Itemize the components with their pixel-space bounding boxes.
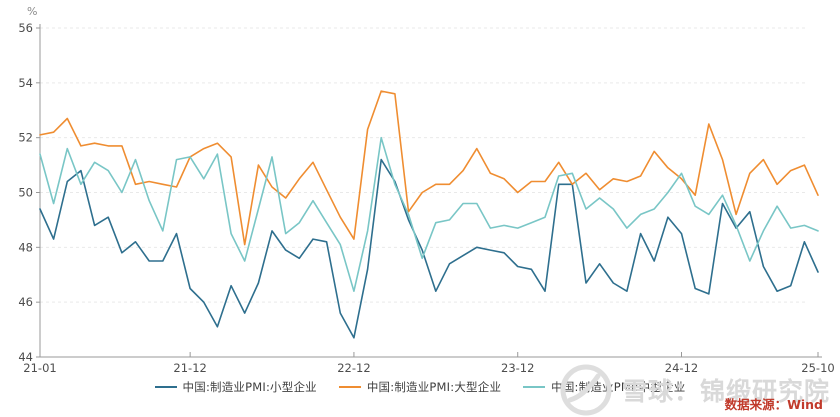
series-medium-line	[39, 136, 819, 293]
series-large-line	[39, 90, 819, 246]
y-tick-label: 56	[18, 21, 33, 35]
legend-swatch-large-icon	[338, 386, 361, 388]
series-small-line	[39, 158, 819, 339]
x-tick-label: 23-12	[501, 361, 534, 375]
y-tick-label: 54	[18, 76, 33, 90]
legend: 中国:制造业PMI:小型企业 中国:制造业PMI:大型企业 中国:制造业PMI:中型…	[0, 379, 840, 395]
x-tick-label: 22-12	[337, 361, 370, 375]
legend-label-medium: 中国:制造业PMI:中型企业	[551, 380, 686, 394]
y-tick-label: 48	[18, 240, 33, 254]
legend-item-small: 中国:制造业PMI:小型企业	[154, 379, 317, 395]
legend-swatch-medium-icon	[523, 386, 546, 388]
y-tick-label: 44	[18, 350, 33, 364]
legend-swatch-small-icon	[154, 386, 177, 388]
y-axis-unit-label: %	[27, 5, 38, 18]
legend-item-large: 中国:制造业PMI:大型企业	[338, 379, 502, 395]
legend-label-small: 中国:制造业PMI:小型企业	[182, 380, 317, 394]
legend-label-large: 中国:制造业PMI:大型企业	[366, 380, 502, 394]
x-tick-label: 25-10	[801, 361, 834, 375]
legend-item-medium: 中国:制造业PMI:中型企业	[523, 379, 685, 395]
x-tick-label: 21-12	[173, 361, 206, 375]
x-tick-label: 21-01	[23, 361, 56, 375]
x-tick-label: 24-12	[665, 361, 698, 375]
data-source-label: 数据来源：Wind	[724, 397, 823, 412]
y-tick-label: 50	[18, 186, 33, 200]
y-tick-label: 46	[18, 295, 33, 309]
y-tick-label: 52	[18, 131, 33, 145]
